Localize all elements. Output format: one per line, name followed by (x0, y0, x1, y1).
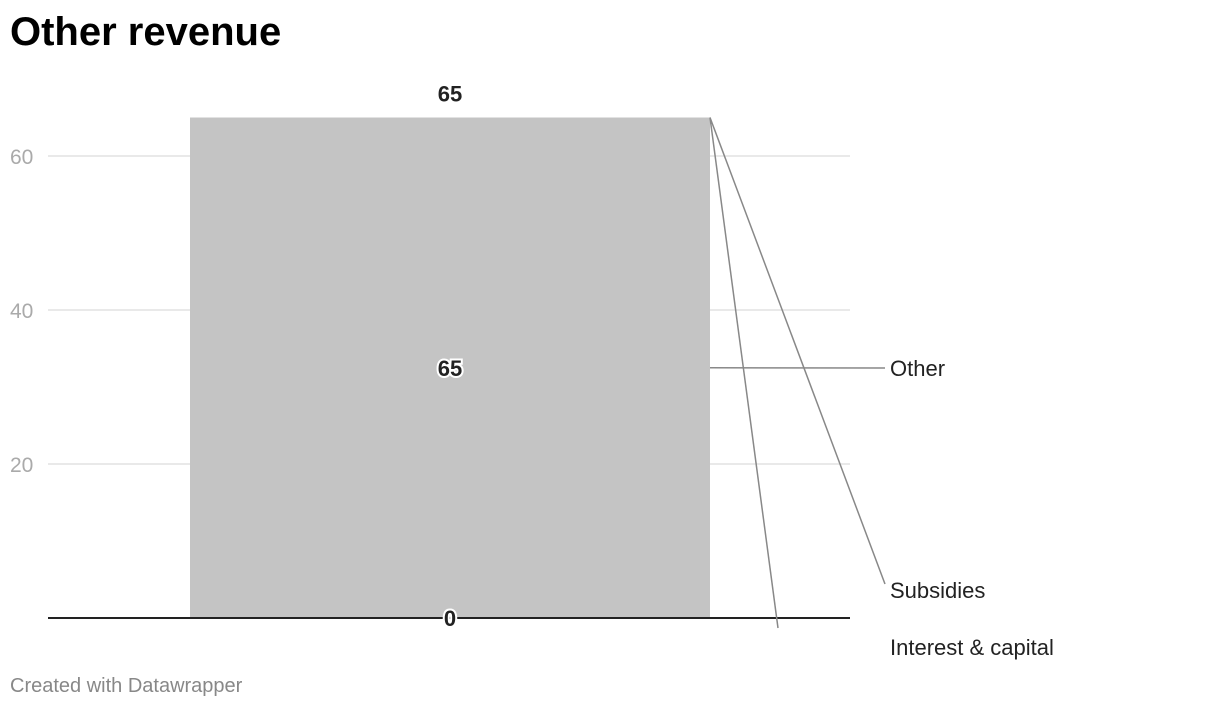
label-connector (709, 117, 779, 629)
label-connector (709, 117, 886, 585)
series-label: Subsidies (890, 578, 985, 603)
total-label: 65 (438, 82, 462, 107)
y-tick-label: 40 (10, 300, 33, 323)
series-label: Interest & capital (890, 635, 1054, 660)
segment-value-label: 0 (444, 606, 456, 631)
series-label: Other (890, 356, 945, 381)
y-tick-label: 60 (10, 146, 33, 169)
bar-segment-other (190, 117, 710, 618)
footer-credit[interactable]: Created with Datawrapper (10, 675, 243, 697)
chart-title: Other revenue (10, 10, 282, 54)
segment-value-label: 65 (438, 356, 462, 381)
y-tick-label: 20 (10, 454, 33, 477)
